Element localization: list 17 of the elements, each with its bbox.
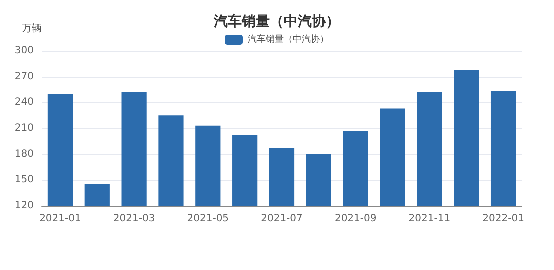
y-tick-label: 300 (14, 46, 34, 56)
y-tick-label: 210 (14, 123, 34, 134)
y-tick-label: 120 (14, 200, 34, 212)
x-tick-label: 2021-01 (40, 214, 82, 224)
y-tick-label: 240 (14, 97, 34, 108)
x-tick-label: 2022-01 (482, 214, 524, 224)
x-tick-label: 2021-09 (334, 214, 377, 224)
y-tick-label: 180 (14, 148, 34, 160)
y-tick-label: 150 (14, 174, 34, 186)
legend-label: 汽车销量（中汽协） (248, 34, 329, 45)
x-tick-label: 2021-03 (113, 214, 156, 224)
y-axis-title: 万辆 (22, 22, 42, 34)
x-tick-label: 2021-07 (261, 214, 303, 224)
y-tick-label: 270 (14, 71, 34, 82)
chart-title: 汽车销量（中汽协） (213, 13, 340, 30)
x-tick-label: 2021-11 (408, 214, 451, 224)
x-tick-label: 2021-05 (187, 214, 230, 224)
